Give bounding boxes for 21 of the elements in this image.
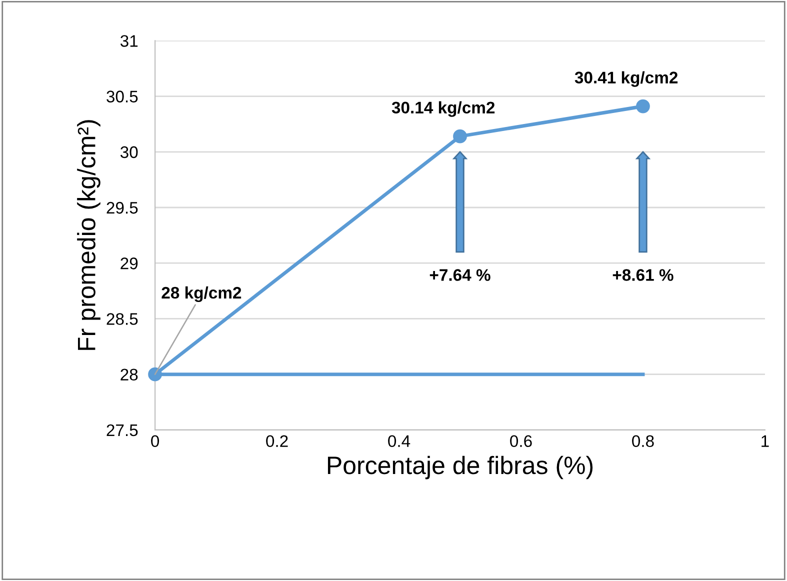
- x-axis-title: Porcentaje de fibras (%): [328, 456, 593, 480]
- annotation: +8.61 %: [612, 269, 674, 281]
- y-tick-label: 30: [120, 146, 138, 158]
- annotation: 28 kg/cm2: [162, 286, 242, 302]
- y-tick-label: 31: [120, 35, 138, 47]
- y-tick-label: 29.5: [106, 202, 138, 214]
- x-tick-label: 0: [151, 435, 160, 448]
- annotation: +7.64 %: [430, 269, 490, 281]
- y-axis-title: Fr promedio (kg/cm²): [77, 120, 100, 350]
- x-tick-label: 0.2: [266, 435, 288, 448]
- y-tick-label: 28: [120, 368, 138, 381]
- y-tick-label: 30.5: [106, 90, 138, 102]
- x-tick-label: 0.8: [632, 435, 654, 448]
- y-tick-label: 29: [120, 258, 138, 270]
- annotation: 30.41 kg/cm2: [574, 71, 678, 87]
- y-tick-label: 27.5: [106, 424, 138, 436]
- x-tick-label: 1: [762, 435, 769, 447]
- annotation: 30.14 kg/cm2: [392, 101, 495, 117]
- x-tick-label: 0.6: [510, 435, 532, 448]
- x-tick-label: 0.4: [388, 435, 410, 448]
- y-tick-label: 28.5: [106, 313, 138, 325]
